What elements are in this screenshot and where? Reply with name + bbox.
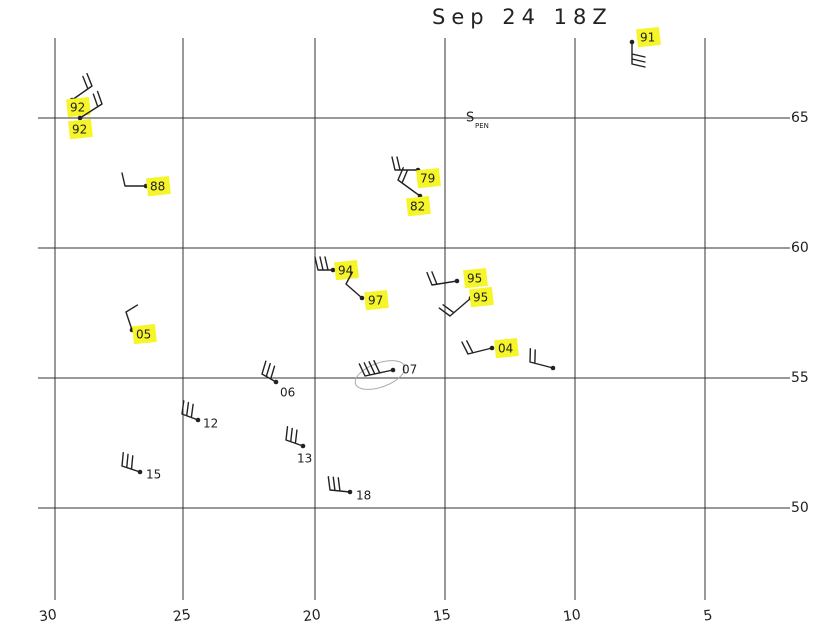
station: 91 [629,26,661,68]
highlight [364,289,389,311]
station: 06 [261,360,295,400]
highlight [636,26,661,48]
station-dot [629,39,635,45]
station: 13 [285,426,312,466]
station-dot [390,367,396,373]
station-dot [359,295,365,301]
station-dot [195,417,201,423]
circle-mark [354,360,406,390]
wind-barb [79,90,103,119]
wind-barb [314,256,334,271]
x-axis-label: 30 [38,607,58,625]
wind-barb [397,167,421,197]
wind-barb [631,41,646,68]
station-dot [273,379,279,385]
wind-barb [125,304,139,331]
station-label: 12 [203,417,218,431]
station-label: 05 [136,328,151,342]
station: 07 [358,360,417,377]
station-label: 07 [402,363,417,377]
wind-barb [358,360,394,377]
station: 95 [438,286,494,317]
wind-barb [121,452,141,473]
station-label: 94 [338,264,353,278]
station-label: 95 [473,291,488,305]
stations: 92 92 88 79 82 94 97 95 95 05 04 07 06 12 13 15 18 91 [66,26,661,503]
station-label: 95 [467,272,482,286]
station-dot [489,345,495,351]
highlight [494,337,519,359]
y-axis-label: 55 [791,370,809,386]
highlight [66,96,91,118]
grid [38,38,790,600]
highlight [132,323,157,345]
station: 92 [68,90,103,140]
highlight [146,175,171,197]
station: 18 [327,476,371,503]
x-axis-label: 15 [432,607,452,625]
wind-barb [327,476,351,493]
station: 92 [66,72,93,118]
x-axis-label: 5 [702,607,713,624]
station: 12 [181,400,218,431]
station: 79 [391,156,441,189]
station: 94 [314,256,359,281]
wind-barb [345,271,363,299]
station-dot [550,365,556,371]
station: 05 [125,304,157,345]
wind-barb [285,426,304,447]
wind-barb [461,340,493,355]
station-dot [77,115,83,121]
station: 95 [426,267,488,289]
station-label: 15 [146,468,161,482]
station-dot [300,443,306,449]
highlight [416,167,441,189]
station-label: 82 [410,200,425,214]
station-dot [330,267,336,273]
station-label: 92 [72,123,87,137]
station: 15 [121,452,161,482]
wind-barb [71,72,93,101]
station-dot [137,469,143,475]
wind-barb [261,360,277,383]
station: 97 [345,271,389,311]
station-label: 88 [150,180,165,194]
wind-barb [529,347,554,369]
station-label: 18 [356,489,371,503]
station-label: 06 [280,386,295,400]
station: 82 [397,167,431,217]
station: 04 [461,337,519,359]
highlight [334,259,359,281]
station-label: 13 [297,452,312,466]
wind-barb [438,297,472,317]
station-label: 79 [420,172,435,186]
station: 88 [121,172,171,197]
station-label: 91 [640,31,655,45]
annotation: S [466,111,474,126]
y-axis-label: 65 [791,110,809,126]
wind-barb [391,156,419,171]
station-label: 92 [70,101,85,115]
x-axis-label: 20 [302,607,322,625]
highlight [406,195,431,217]
station-dot [454,278,460,284]
x-axis-label: 25 [172,607,192,625]
x-axis-label: 10 [562,607,582,625]
y-axis-label: 60 [791,240,809,256]
wind-barb [181,400,199,421]
station-label: 97 [368,294,383,308]
axis-labels: 30 25 20 15 10 5 65 60 55 50 [38,110,809,625]
station-label: 04 [498,342,513,356]
station [529,347,556,371]
y-axis-label: 50 [791,500,809,516]
annotation-subscript: PEN [475,122,489,130]
highlight [469,286,494,308]
wind-barb [121,172,147,187]
highlight [68,118,93,140]
map-title: Sep 24 18Z [432,5,613,29]
station-dot [347,489,353,495]
highlight [463,267,488,289]
wind-barb [426,271,458,286]
